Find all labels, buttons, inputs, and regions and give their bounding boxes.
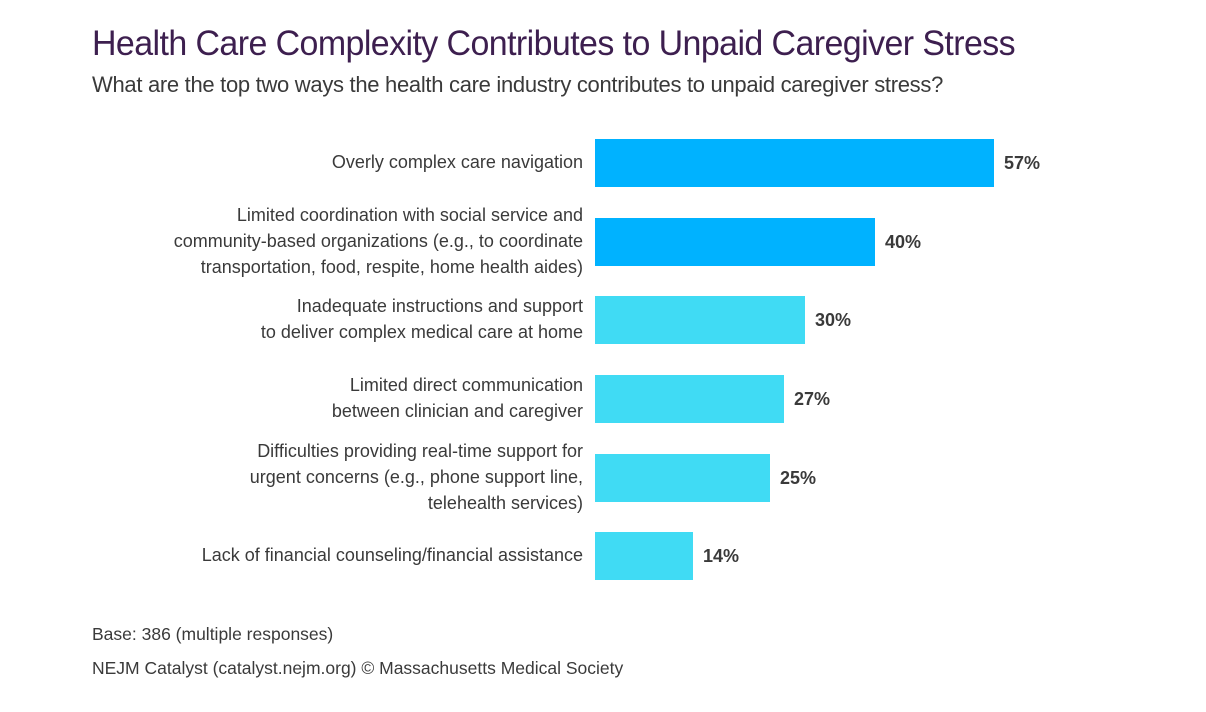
source-note: NEJM Catalyst (catalyst.nejm.org) © Mass… [92, 658, 624, 678]
category-label-line: Overly complex care navigation [331, 152, 583, 172]
category-label: Limited direct communication between clin… [83, 372, 583, 424]
value-label: 25% [780, 468, 816, 488]
category-label-line: transportation, food, respite, home heal… [200, 257, 583, 277]
chart-title: Health Care Complexity Contributes to Un… [92, 24, 1016, 63]
category-label: Limited coordination with social service… [83, 202, 583, 280]
category-label: Lack of financial counseling/financial a… [83, 542, 583, 568]
category-label-line: telehealth services) [427, 493, 583, 513]
value-label: 57% [1004, 153, 1040, 173]
bar [595, 375, 784, 423]
bar [595, 218, 875, 266]
category-label-line: Difficulties providing real-time support… [257, 441, 583, 461]
value-label: 30% [815, 310, 851, 330]
category-label-line: Limited direct communication [349, 375, 583, 395]
category-label-line: between clinician and caregiver [331, 401, 583, 421]
bar [595, 454, 770, 502]
base-note: Base: 386 (multiple responses) [92, 624, 334, 644]
category-label-line: Lack of financial counseling/financial a… [201, 545, 583, 565]
category-label-line: urgent concerns (e.g., phone support lin… [249, 467, 583, 487]
category-label-line: to deliver complex medical care at home [260, 322, 583, 342]
category-label-line: community-based organizations (e.g., to … [173, 231, 583, 251]
category-label-line: Inadequate instructions and support [296, 296, 583, 316]
category-label: Overly complex care navigation [83, 149, 583, 175]
value-label: 40% [885, 232, 921, 252]
chart-subtitle: What are the top two ways the health car… [92, 72, 944, 97]
bar [595, 139, 994, 187]
bar [595, 296, 805, 344]
value-label: 14% [703, 546, 739, 566]
category-label-line: Limited coordination with social service… [236, 205, 583, 225]
bar [595, 532, 693, 580]
category-label: Difficulties providing real-time support… [83, 438, 583, 516]
category-label: Inadequate instructions and support to de… [83, 293, 583, 345]
value-label: 27% [794, 389, 830, 409]
